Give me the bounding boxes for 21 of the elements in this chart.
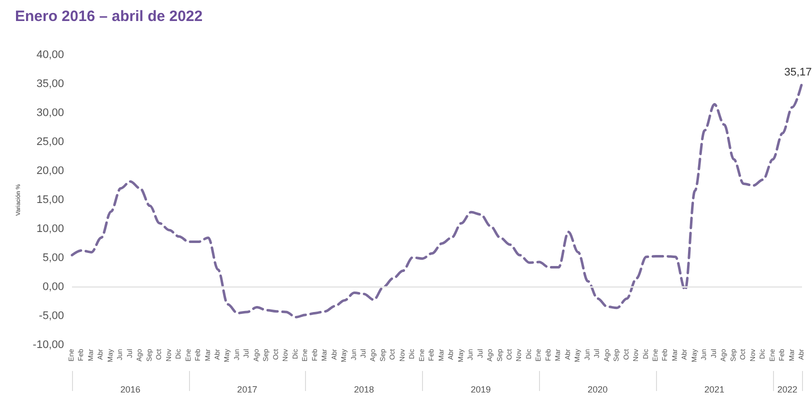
y-tick-label: 25,00 [36,136,64,148]
text: 2021 [704,384,724,394]
text: 2020 [588,384,608,394]
y-tick-label: 5,00 [42,252,64,264]
y-tick-label: 10,00 [36,223,64,235]
y-tick-label: 0,00 [42,281,64,293]
text: 2017 [237,384,258,394]
y-tick-label: -10,00 [32,339,64,351]
y-tick-label: 35,00 [36,78,64,90]
y-tick-label: 15,00 [36,194,64,206]
y-tick-label: 20,00 [36,165,64,177]
y-tick-label: 40,00 [36,49,64,61]
text: 2022 [777,384,798,394]
y-tick-label: -5,00 [38,310,64,322]
data-label: 35,17 [784,66,812,79]
text: 2019 [470,384,491,394]
y-tick-label: 30,00 [36,107,64,119]
text: 2016 [120,384,140,394]
line-series [70,82,804,318]
chart-title: Enero 2016 – abril de 2022 [15,8,203,25]
text: 2018 [354,384,374,394]
